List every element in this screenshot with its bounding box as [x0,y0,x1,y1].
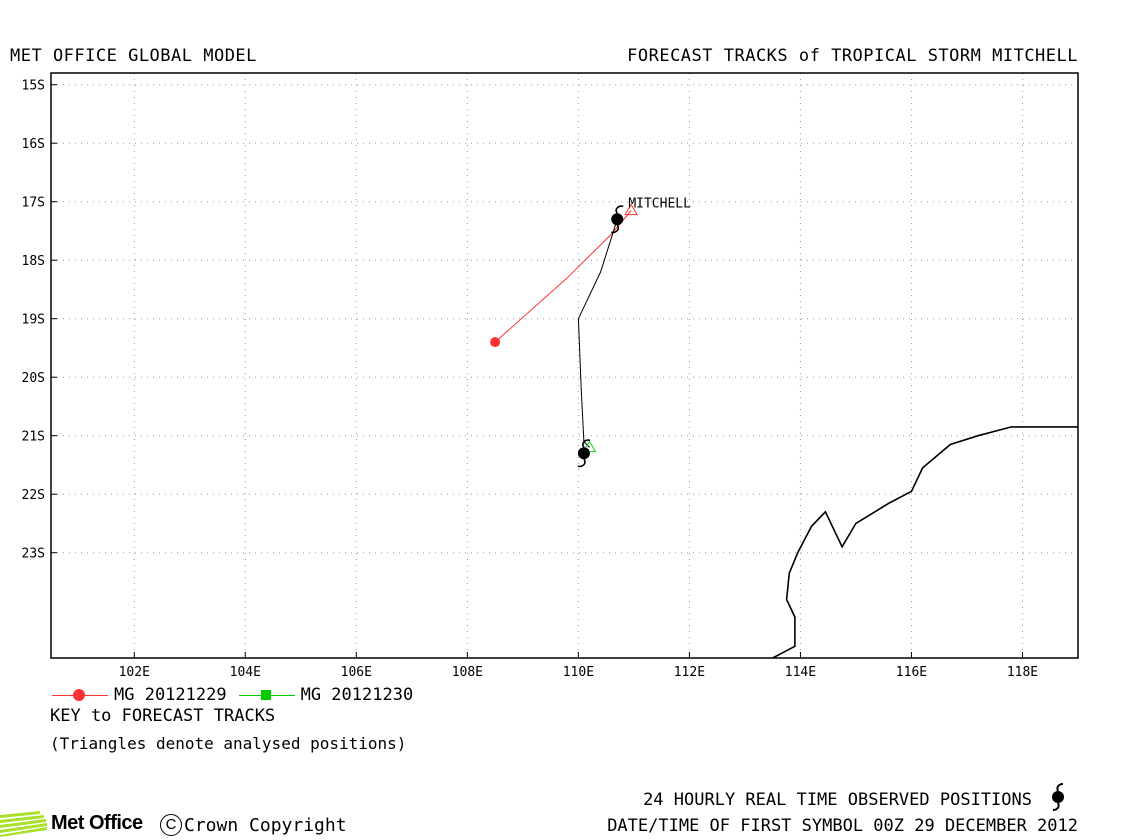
cyclone-core [577,447,590,460]
observed-positions [577,205,624,468]
key-note: (Triangles denote analysed positions) [50,734,407,753]
chart-title: FORECAST TRACKS of TROPICAL STORM MITCHE… [627,46,1078,66]
track-map: 102E 104E 106E 108E 110E 112E 114E 116E 118E 15S 1… [22,72,1079,680]
observed-cyclone-symbol [611,205,624,234]
observed-positions-note: 24 HOURLY REAL TIME OBSERVED POSITIONS [643,790,1032,810]
plot-background [51,73,1078,658]
plot-frame [50,72,1079,659]
storm-label: MITCHELL [628,197,691,212]
y-tick-label: 16S [22,137,45,152]
met-office-logo: Met Office [0,806,143,840]
cyclone-arm [615,205,624,214]
grid [51,73,1078,658]
tick-labels: 102E 104E 106E 108E 110E 112E 114E 116E 118E 15S 1… [22,79,1039,680]
x-tick-label: 118E [1007,665,1038,680]
met-office-logo-icon [0,811,47,837]
cyclone-symbol-icon [1052,783,1064,811]
y-tick-label: 15S [22,79,45,94]
analysed-position-triangle [624,203,638,216]
y-tick-label: 18S [22,254,45,269]
cyclone-arm [582,439,591,448]
logo-text: Met Office [51,811,143,834]
y-tick-label: 20S [22,371,45,386]
first-symbol-datetime: DATE/TIME OF FIRST SYMBOL 00Z 29 DECEMBE… [607,816,1078,836]
y-tick-label: 17S [22,196,45,211]
cyclone-arm [611,224,620,234]
copyright-symbol: C [160,814,182,836]
x-tick-label: 114E [785,665,816,680]
x-tick-label: 104E [230,665,261,680]
cyclone-core [611,213,624,226]
y-tick-label: 23S [22,547,45,562]
legend-item-mg20121229: MG 20121229 [52,685,227,705]
legend-item-mg20121230: MG 20121230 [238,685,414,705]
x-tick-label: 102E [119,665,150,680]
model-title: MET OFFICE GLOBAL MODEL [10,46,257,66]
y-tick-label: 19S [22,313,45,328]
y-tick-label: 22S [22,488,45,503]
copyright-text: Crown Copyright [184,814,347,836]
green-square-line-symbol [238,688,295,702]
x-tick-label: 116E [896,665,927,680]
copyright: C Crown Copyright [160,814,347,836]
key-title: KEY to FORECAST TRACKS [50,706,276,726]
cyclone-arm [577,458,586,468]
x-tick-label: 108E [452,665,483,680]
forecast-end-marker [490,337,501,348]
legend-label-2: MG 20121230 [300,685,414,705]
y-tick-label: 21S [22,430,45,445]
legend: MG 20121229 MG 20121230 [52,684,425,706]
coastline-path [772,425,1078,658]
x-tick-label: 112E [674,665,705,680]
red-circle-line-symbol [52,688,108,702]
observed-cyclone-symbol [577,439,591,468]
x-tick-label: 106E [341,665,372,680]
legend-label-1: MG 20121229 [114,685,227,705]
x-tick-label: 110E [563,665,594,680]
coastline [772,425,1078,658]
